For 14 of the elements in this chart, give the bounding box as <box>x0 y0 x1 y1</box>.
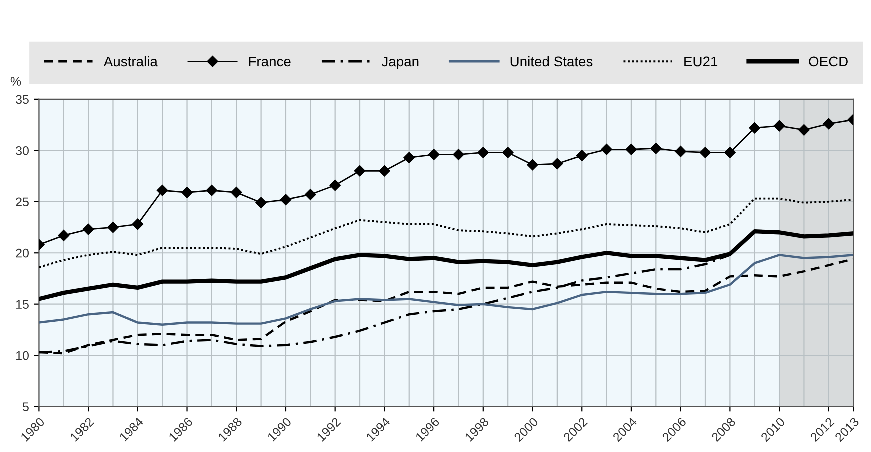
legend-label: EU21 <box>684 56 718 67</box>
y-tick-label: 25 <box>16 198 29 207</box>
legend-label: United States <box>510 56 593 67</box>
legend-label: Australia <box>104 56 158 67</box>
y-tick-label: 10 <box>16 351 29 360</box>
legend-label: Japan <box>382 56 419 70</box>
legend-label: France <box>249 56 291 67</box>
y-tick-label: 15 <box>16 300 29 309</box>
y-tick-label: 35 <box>16 95 29 104</box>
y-tick-label: 5 <box>23 402 29 412</box>
y-tick-label: 20 <box>16 248 29 258</box>
y-axis-title: % <box>10 77 22 86</box>
y-tick-label: 30 <box>16 146 29 156</box>
legend-label: OECD <box>809 56 848 67</box>
